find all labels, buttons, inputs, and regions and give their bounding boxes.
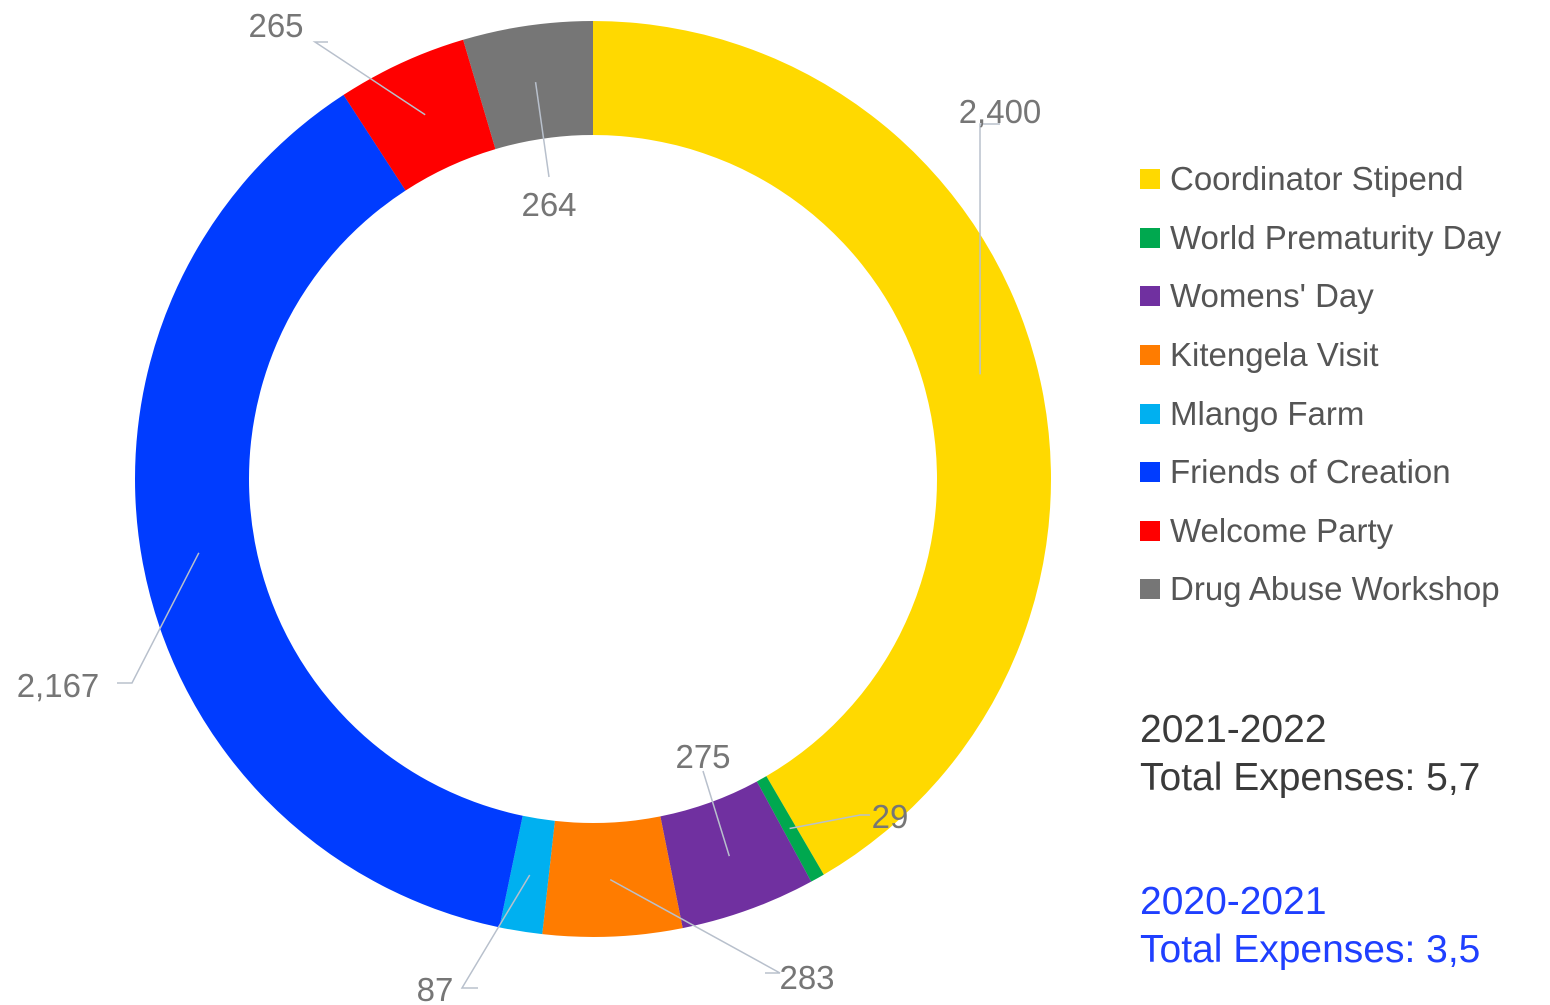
data-label-welcome-party: 265: [248, 7, 303, 44]
legend-item-kitengela-visit: Kitengela Visit: [1140, 326, 1501, 385]
legend-label: Mlango Farm: [1170, 394, 1365, 432]
previous-period-summary: 2020-2021 Total Expenses: 3,5: [1140, 878, 1480, 974]
chart-legend: Coordinator Stipend World Prematurity Day…: [1140, 150, 1501, 619]
leader-line-kitengela-visit: [609, 878, 781, 974]
legend-item-world-prematurity-day: World Prematurity Day: [1140, 209, 1501, 268]
legend-label: World Prematurity Day: [1170, 218, 1502, 256]
leader-line-drug-abuse-workshop: [534, 82, 550, 178]
data-label-coordinator-stipend: 2,400: [959, 93, 1042, 130]
leader-line-friends-of-creation: [117, 552, 200, 684]
donut-slices: [134, 21, 1051, 938]
leader-line-world-prematurity-day: [789, 814, 870, 830]
data-label-kitengela-visit: 283: [779, 959, 834, 996]
legend-swatch: [1140, 520, 1160, 541]
legend-swatch: [1140, 286, 1160, 307]
legend-item-mlango-farm: Mlango Farm: [1140, 384, 1501, 443]
legend-label: Friends of Creation: [1170, 453, 1451, 491]
slice-welcome-party: [343, 39, 496, 191]
legend-item-friends-of-creation: Friends of Creation: [1140, 443, 1501, 502]
legend-item-coordinator-stipend: Coordinator Stipend: [1140, 150, 1501, 209]
legend-swatch: [1140, 169, 1160, 190]
legend-label: Coordinator Stipend: [1170, 160, 1464, 198]
previous-total-expenses: Total Expenses: 3,5: [1140, 928, 1481, 971]
legend-label: Welcome Party: [1170, 511, 1394, 549]
legend-swatch: [1140, 227, 1160, 248]
legend-item-welcome-party: Welcome Party: [1140, 502, 1501, 561]
data-label-mlango-farm: 87: [417, 971, 454, 1005]
legend-swatch: [1140, 345, 1160, 366]
slice-friends-of-creation: [134, 94, 523, 928]
previous-period-label: 2020-2021: [1140, 880, 1327, 923]
legend-label: Kitengela Visit: [1170, 336, 1379, 374]
legend-label: Drug Abuse Workshop: [1170, 570, 1500, 608]
legend-label: Womens' Day: [1170, 277, 1374, 315]
slice-kitengela-visit: [542, 816, 683, 938]
legend-item-drug-abuse-workshop: Drug Abuse Workshop: [1140, 560, 1501, 619]
leader-line-coordinator-stipend: [979, 123, 1000, 375]
legend-item-womens-day: Womens' Day: [1140, 267, 1501, 326]
slice-coordinator-stipend: [593, 21, 1051, 875]
data-label-drug-abuse-workshop: 264: [521, 186, 576, 223]
data-labels: 2,400 29 275 283 87 2,167 265 264: [17, 7, 1042, 1005]
data-label-world-prematurity-day: 29: [872, 798, 909, 835]
leader-lines: [117, 41, 1000, 989]
legend-swatch: [1140, 579, 1160, 600]
slice-drug-abuse-workshop: [463, 21, 593, 150]
leader-line-mlango-farm: [460, 874, 531, 989]
data-label-friends-of-creation: 2,167: [17, 667, 100, 704]
current-period-summary: 2021-2022 Total Expenses: 5,7: [1140, 706, 1480, 802]
data-label-womens-day: 275: [675, 738, 730, 775]
legend-swatch: [1140, 403, 1160, 424]
legend-swatch: [1140, 462, 1160, 483]
current-period-label: 2021-2022: [1140, 708, 1327, 751]
leader-line-welcome-party: [312, 41, 426, 116]
current-total-expenses: Total Expenses: 5,7: [1140, 756, 1481, 799]
slice-mlango-farm: [499, 815, 555, 935]
slice-womens-day: [660, 781, 812, 929]
leader-line-womens-day: [702, 770, 731, 857]
